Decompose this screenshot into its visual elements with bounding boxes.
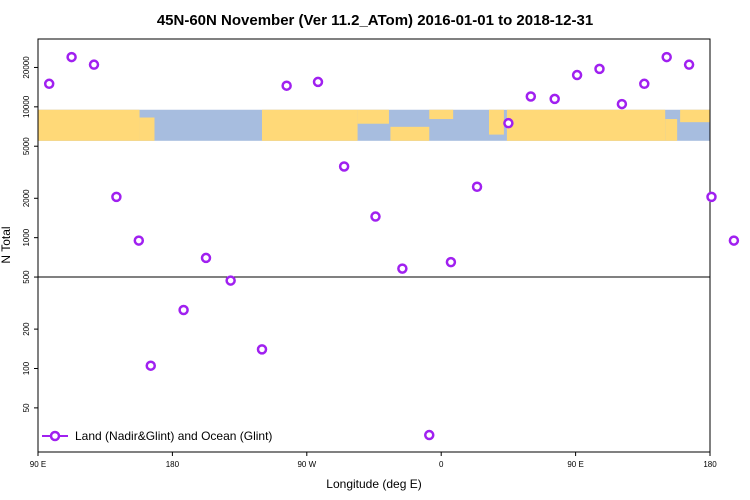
- plot-frame: [37, 38, 711, 453]
- data-point: [471, 181, 483, 193]
- x-tick-label: 180: [166, 460, 180, 469]
- y-tick-label: 10000: [22, 95, 31, 118]
- y-tick-label: 500: [22, 270, 31, 284]
- x-axis-label: Longitude (deg E): [326, 477, 421, 491]
- map-land-7: [506, 109, 666, 141]
- data-point: [424, 429, 435, 441]
- data-point: [525, 91, 537, 102]
- chart-title: 45N-60N November (Ver 11.2_ATom) 2016-01…: [157, 12, 593, 29]
- data-point: [66, 51, 77, 63]
- y-tick-label: 2000: [22, 189, 31, 207]
- data-point: [616, 98, 628, 110]
- map-land-0: [38, 109, 140, 141]
- data-point: [111, 191, 122, 203]
- data-point: [503, 117, 514, 129]
- map-land-3: [357, 109, 389, 124]
- y-tick-label: 100: [22, 361, 31, 375]
- y-tick-label: 1000: [22, 228, 31, 246]
- y-axis-label: N Total: [0, 226, 13, 263]
- data-point: [178, 304, 189, 316]
- data-point: [338, 161, 350, 172]
- data-point: [397, 263, 408, 274]
- legend: Land (Nadir&Glint) and Ocean (Glint): [42, 429, 272, 443]
- map-land-8: [665, 119, 678, 141]
- map-strip: [38, 109, 710, 141]
- data-point: [145, 360, 156, 371]
- data-point: [594, 63, 605, 75]
- map-land-5: [429, 109, 454, 120]
- data-point: [683, 59, 695, 70]
- y-tick-label: 50: [22, 403, 31, 412]
- data-point: [225, 275, 236, 286]
- y-axis: 50 100 200 500 1000 2000 5000 10000 20000: [22, 56, 38, 412]
- data-point: [706, 191, 717, 203]
- legend-marker: [49, 430, 61, 442]
- data-point: [571, 69, 583, 81]
- x-tick-label: 180: [703, 460, 717, 469]
- map-land-4: [390, 126, 430, 141]
- data-point: [256, 344, 268, 355]
- data-point: [200, 252, 212, 264]
- x-tick-label: 90 W: [297, 460, 316, 469]
- map-land-2: [262, 109, 358, 141]
- y-tick-label: 5000: [22, 137, 31, 155]
- data-point: [445, 256, 457, 268]
- x-tick-label: 90 E: [30, 460, 46, 469]
- data-point: [661, 51, 672, 63]
- x-tick-label: 0: [439, 460, 444, 469]
- x-tick-label: 90 E: [567, 460, 583, 469]
- legend-label: Land (Nadir&Glint) and Ocean (Glint): [75, 429, 272, 443]
- x-axis: 90 E 180 90 W 0 90 E 180: [30, 452, 717, 469]
- data-point: [549, 93, 560, 105]
- data-point: [133, 235, 145, 246]
- map-land-1: [139, 117, 155, 141]
- map-land-6: [488, 109, 504, 135]
- data-point: [281, 80, 292, 91]
- map-land-9: [680, 109, 710, 123]
- data-point: [312, 76, 324, 88]
- y-tick-label: 20000: [22, 56, 31, 79]
- data-point: [88, 59, 100, 70]
- data-point: [43, 78, 55, 90]
- data-point: [728, 235, 740, 246]
- data-points: [43, 51, 740, 441]
- data-point: [639, 78, 650, 90]
- data-point: [370, 211, 381, 222]
- y-tick-label: 200: [22, 322, 31, 336]
